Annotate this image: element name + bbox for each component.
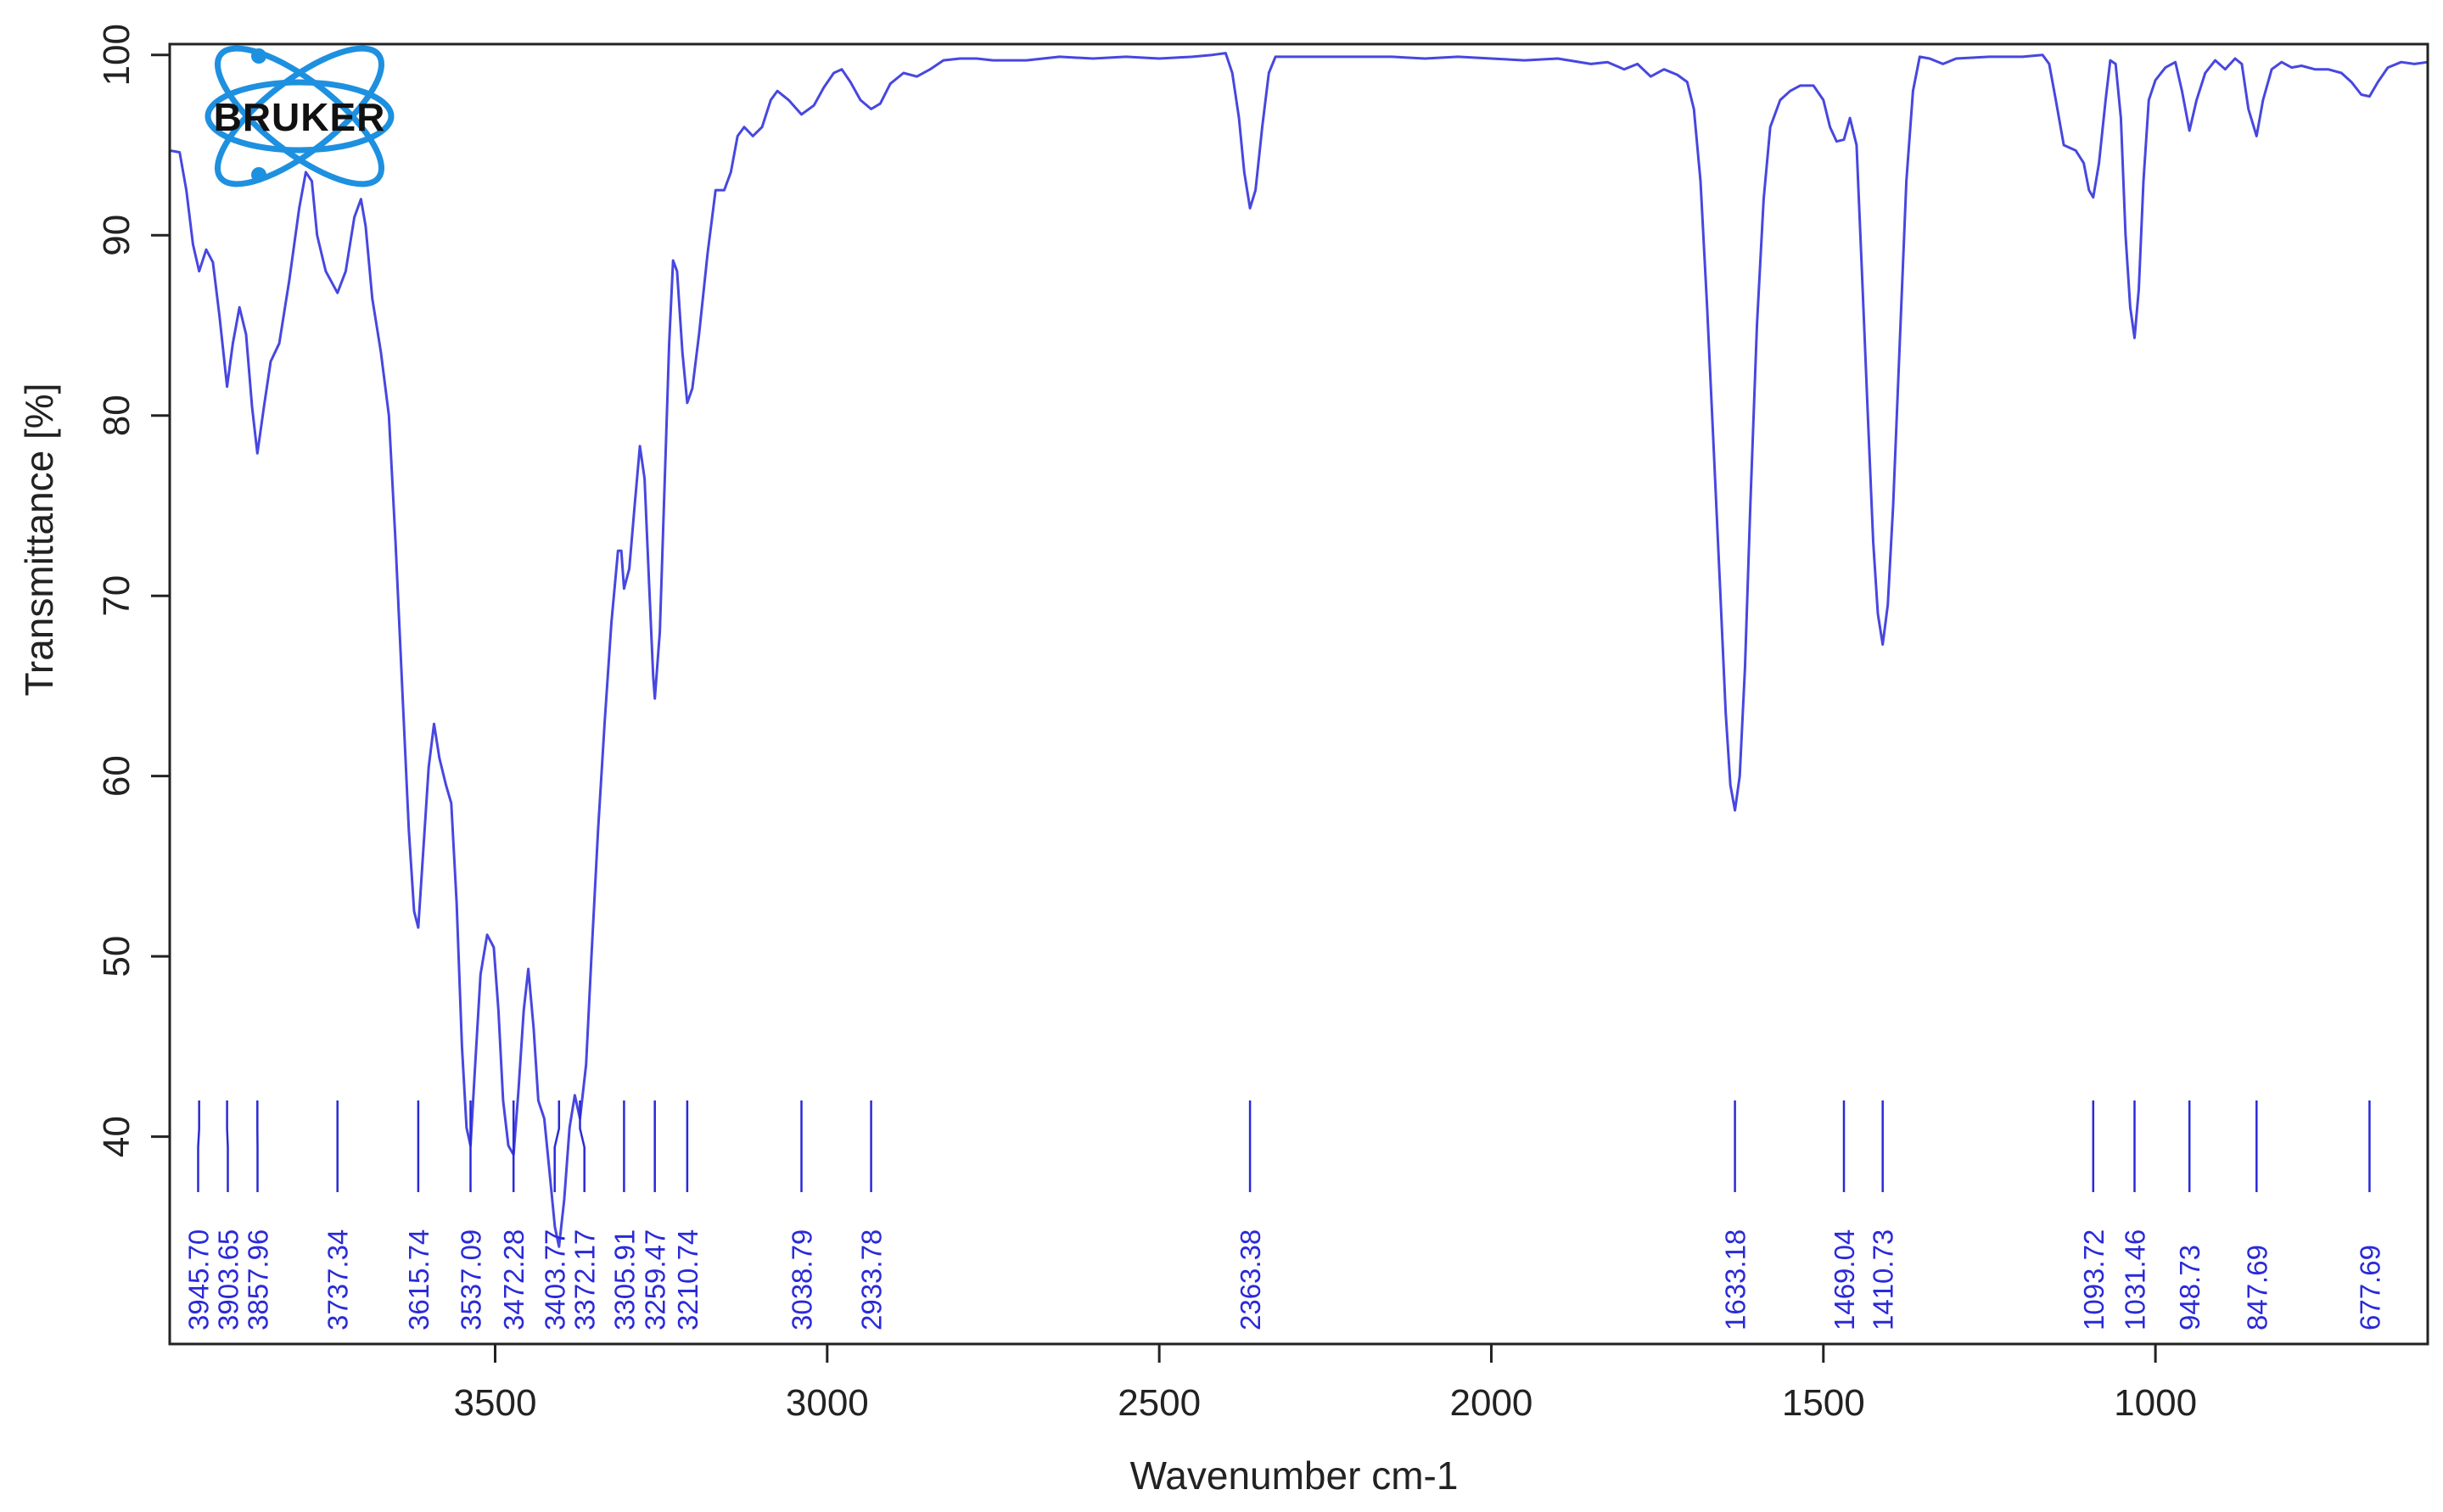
peak-label: 1469.04 <box>1829 1229 1860 1330</box>
peak-label: 3472.28 <box>498 1229 530 1330</box>
peak-label: 2933.78 <box>856 1229 888 1330</box>
peak-label: 3903.65 <box>213 1229 244 1330</box>
y-tick-label: 50 <box>96 936 137 977</box>
y-tick-label: 80 <box>96 395 137 436</box>
plot-frame <box>168 42 2429 1346</box>
peak-label: 2363.38 <box>1235 1229 1266 1330</box>
logo-orbit-ring <box>214 45 385 188</box>
x-tick-label: 2500 <box>1118 1382 1201 1424</box>
peak-label: 948.73 <box>2174 1245 2205 1330</box>
x-tick-label: 1000 <box>2114 1382 2197 1424</box>
axes: 3500 3000 2500 2000 1500 1000 40 50 60 70 80 90 100 <box>96 24 2197 1424</box>
peak-label: 3210.74 <box>672 1229 703 1330</box>
peak-label: 3038.79 <box>787 1229 818 1330</box>
peak-label: 1633.18 <box>1720 1229 1751 1330</box>
x-tick-label: 1500 <box>1782 1382 1865 1424</box>
y-tick-label: 90 <box>96 215 137 256</box>
peak-marker-line <box>553 1100 561 1192</box>
peak-label: 677.69 <box>2354 1245 2385 1330</box>
logo-orbit-ring <box>205 79 395 154</box>
peak-label: 1031.46 <box>2120 1229 2151 1330</box>
peak-label: 3305.91 <box>608 1229 640 1330</box>
bruker-logo: BRUKER <box>205 45 395 188</box>
logo-wordmark: BRUKER <box>214 95 386 139</box>
peak-label: 3737.34 <box>322 1229 354 1330</box>
peak-label: 3403.77 <box>540 1229 571 1330</box>
peak-label: 3945.70 <box>183 1229 215 1330</box>
spectrum-line-0 <box>169 52 2429 1248</box>
y-tick-label: 60 <box>96 755 137 797</box>
y-tick-label: 100 <box>96 24 137 86</box>
logo-electron-dot <box>251 48 266 64</box>
peak-label: 847.69 <box>2241 1245 2272 1330</box>
x-tick-label: 3500 <box>454 1382 537 1424</box>
x-tick-label: 3000 <box>786 1382 869 1424</box>
peak-marker-line <box>226 1100 229 1192</box>
y-tick-label: 40 <box>96 1116 137 1157</box>
logo-electron-dot <box>251 167 266 182</box>
spectrum-plot <box>169 52 2429 1248</box>
logo-orbit-ring <box>214 45 385 188</box>
peak-marker-line <box>579 1100 586 1192</box>
peak-label: 3857.96 <box>243 1229 274 1330</box>
peak-label: 3615.74 <box>403 1229 434 1330</box>
peak-label: 3372.17 <box>569 1229 601 1330</box>
peak-label: 3537.09 <box>456 1229 487 1330</box>
y-tick-label: 70 <box>96 575 137 617</box>
peak-label: 1410.73 <box>1868 1229 1899 1330</box>
y-axis-title: Transmittance [%] <box>17 384 61 697</box>
x-tick-label: 2000 <box>1450 1382 1533 1424</box>
peak-label: 3259.47 <box>640 1229 671 1330</box>
peak-label: 1093.72 <box>2078 1229 2110 1330</box>
x-axis-title: Wavenumber cm-1 <box>1130 1453 1459 1498</box>
